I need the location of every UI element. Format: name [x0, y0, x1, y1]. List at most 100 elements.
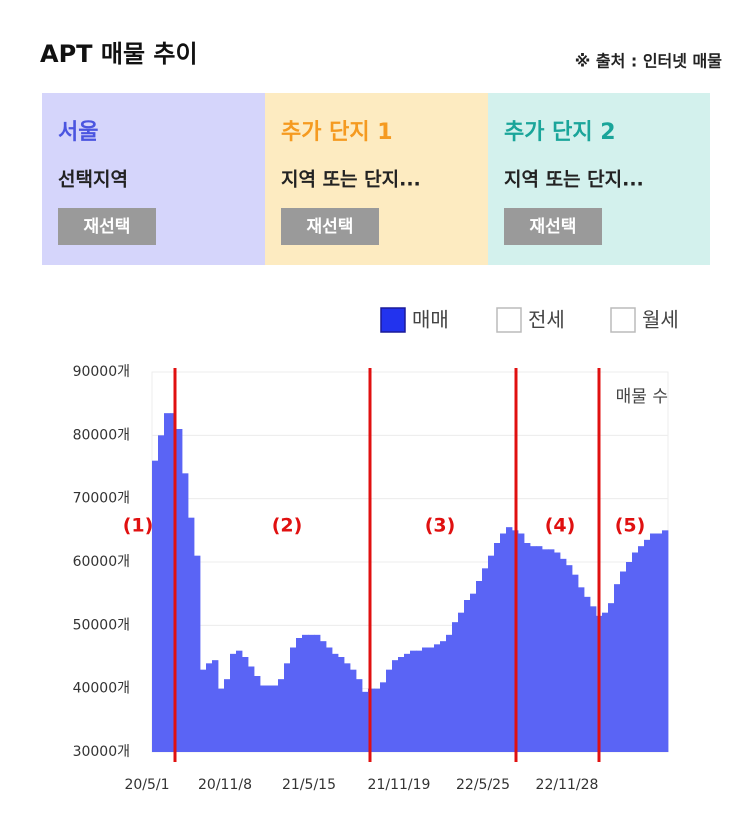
bar: [194, 555, 201, 752]
legend-label[interactable]: 전세: [528, 308, 565, 332]
legend-checkbox[interactable]: [380, 307, 406, 333]
bar: [500, 533, 507, 752]
bar: [626, 562, 633, 752]
bar: [266, 685, 273, 752]
bar: [548, 549, 555, 752]
reselect-button-label[interactable]: 재선택: [307, 217, 354, 237]
bar: [578, 587, 585, 752]
bar: [446, 634, 453, 752]
bar: [392, 660, 399, 752]
bar: [476, 581, 483, 752]
bar: [656, 533, 663, 752]
bar: [644, 539, 651, 752]
bar: [404, 653, 411, 752]
x-tick-label: 20/11/8: [198, 777, 252, 793]
bar: [560, 558, 567, 752]
bar: [152, 460, 159, 752]
bar: [296, 638, 303, 752]
page-title: APT 매물 추이: [40, 40, 198, 68]
card-subtitle: 선택지역: [58, 169, 128, 191]
reselect-button[interactable]: [504, 208, 602, 245]
bar: [590, 606, 597, 752]
bar: [224, 679, 231, 752]
y-tick-label: 80000개: [73, 427, 130, 443]
legend-label[interactable]: 매매: [412, 308, 449, 332]
reselect-button-label[interactable]: 재선택: [84, 217, 131, 237]
card-title[interactable]: 추가 단지 1: [281, 120, 393, 145]
bar: [464, 600, 471, 752]
bar: [308, 634, 315, 752]
bar: [242, 657, 249, 752]
y-tick-label: 60000개: [73, 554, 130, 570]
bar: [200, 669, 207, 752]
bar: [164, 413, 171, 752]
bar: [416, 650, 423, 752]
x-tick-label: 20/5/1: [124, 777, 169, 793]
source-note: ※ 출처 : 인터넷 매물: [575, 52, 723, 71]
bar: [218, 688, 225, 752]
bar: [602, 612, 609, 752]
bar: [212, 660, 219, 752]
bar: [236, 650, 243, 752]
bar: [470, 593, 477, 752]
bar: [176, 429, 183, 752]
bar: [158, 435, 165, 752]
bar: [314, 634, 321, 752]
bar: [506, 527, 513, 752]
period-label: (3): [425, 515, 456, 537]
bar: [332, 653, 339, 752]
bar: [290, 647, 297, 752]
bar: [206, 663, 213, 752]
legend-label[interactable]: 월세: [642, 308, 679, 332]
bar: [338, 657, 345, 752]
bar: [326, 647, 333, 752]
bar: [620, 571, 627, 752]
bar: [344, 663, 351, 752]
series-name: 매물 수: [616, 387, 668, 407]
card-title[interactable]: 추가 단지 2: [504, 120, 616, 145]
card-subtitle: 지역 또는 단지...: [504, 169, 644, 191]
bar: [482, 568, 489, 752]
bar: [614, 584, 621, 752]
bar: [440, 641, 447, 752]
bar: [398, 657, 405, 752]
bar: [278, 679, 285, 752]
bar: [230, 653, 237, 752]
bar: [410, 650, 417, 752]
bar: [458, 612, 465, 752]
bar: [170, 413, 177, 752]
bar: [374, 688, 381, 752]
bar: [566, 565, 573, 752]
x-tick-label: 22/11/28: [536, 777, 599, 793]
reselect-button-label[interactable]: 재선택: [530, 217, 577, 237]
x-tick-label: 21/5/15: [282, 777, 336, 793]
bar: [554, 552, 561, 752]
reselect-button[interactable]: [58, 208, 156, 245]
bar: [452, 622, 459, 752]
bar: [584, 596, 591, 752]
bar: [536, 546, 543, 752]
bar: [422, 647, 429, 752]
y-tick-label: 90000개: [73, 364, 130, 380]
bar: [362, 691, 369, 752]
bar: [650, 533, 657, 752]
bar: [572, 574, 579, 752]
bar: [284, 663, 291, 752]
y-tick-label: 70000개: [73, 491, 130, 507]
y-tick-label: 30000개: [73, 744, 130, 760]
period-label: (1): [123, 515, 154, 537]
bar: [320, 641, 327, 752]
reselect-button[interactable]: [281, 208, 379, 245]
bar: [386, 669, 393, 752]
bar: [356, 679, 363, 752]
bar: [260, 685, 267, 752]
period-label: (5): [615, 515, 646, 537]
legend-checkbox[interactable]: [610, 307, 636, 333]
legend-checkbox[interactable]: [496, 307, 522, 333]
bar: [494, 543, 501, 752]
bar: [542, 549, 549, 752]
bar: [182, 473, 189, 752]
card-title[interactable]: 서울: [58, 120, 98, 145]
bar: [488, 555, 495, 752]
